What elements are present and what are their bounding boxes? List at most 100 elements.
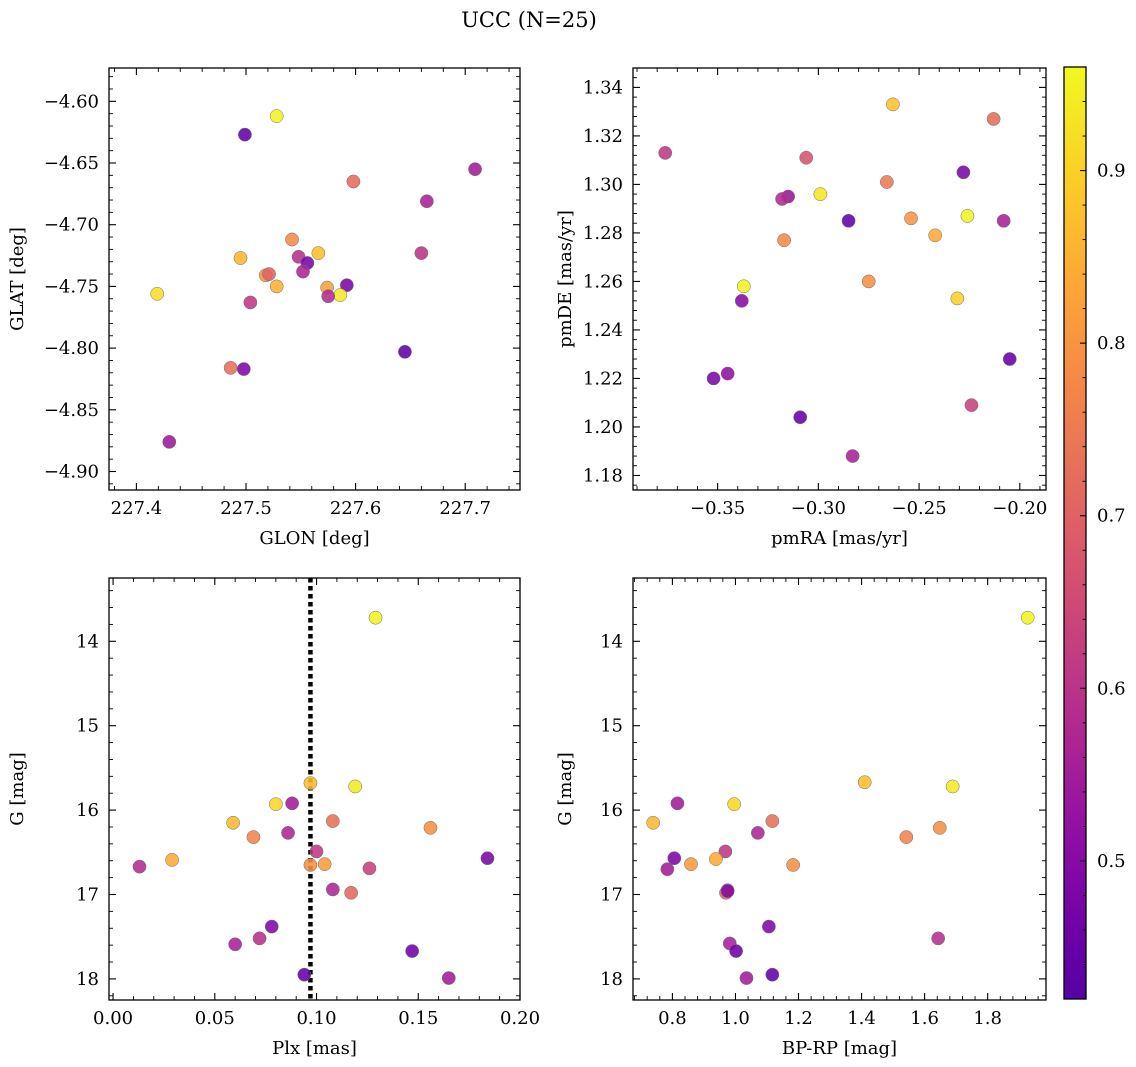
data-point	[252, 931, 267, 946]
data-point	[670, 796, 685, 811]
colorbar-tick-label: 0.9	[1097, 161, 1126, 182]
x-tick-label: 1.4	[847, 1008, 876, 1029]
data-point	[899, 830, 914, 844]
data-point	[996, 213, 1011, 228]
data-point	[857, 775, 872, 790]
data-point	[706, 371, 721, 386]
y-tick-label: 15	[600, 716, 623, 737]
y-tick-label: −4.75	[44, 276, 99, 297]
y-tick-label: −4.60	[44, 91, 99, 112]
y-axis-label: G [mag]	[7, 752, 28, 825]
data-point	[950, 291, 965, 306]
y-tick-label: 1.24	[583, 320, 623, 341]
data-point	[285, 796, 299, 811]
data-point	[660, 862, 675, 877]
data-point	[243, 295, 258, 310]
x-tick-label: 1.0	[721, 1008, 750, 1029]
y-tick-label: 1.26	[583, 271, 623, 292]
data-point	[297, 967, 312, 982]
data-point	[813, 187, 828, 201]
y-tick-label: −4.65	[44, 153, 99, 174]
y-tick-label: 16	[76, 800, 99, 821]
data-point	[223, 360, 238, 375]
data-point	[303, 776, 318, 790]
data-point	[734, 293, 749, 308]
data-point	[236, 362, 251, 376]
data-point	[262, 267, 276, 281]
data-point	[238, 127, 252, 142]
y-axis-label: GLAT [deg]	[7, 227, 28, 331]
plot-frame	[108, 577, 521, 1001]
data-point	[718, 844, 733, 859]
panel-glon-glat: 227.4 227.5 227.6 227.7 −4.90 −4.85 −4.80 −4.75…	[7, 67, 521, 549]
y-tick-label: 15	[76, 716, 99, 737]
data-point	[269, 109, 284, 123]
data-point	[799, 150, 814, 165]
data-point	[348, 779, 363, 794]
data-point	[886, 97, 900, 112]
x-tick-label: 0.05	[195, 1008, 235, 1029]
data-point	[945, 779, 960, 794]
data-point	[228, 937, 242, 952]
data-point	[727, 797, 742, 812]
data-point	[786, 858, 801, 872]
data-point	[162, 435, 177, 449]
y-tick-label: 18	[76, 969, 99, 990]
data-point	[667, 851, 682, 866]
y-tick-label: 1.28	[583, 223, 623, 244]
y-tick-label: 1.30	[583, 174, 623, 195]
data-point	[729, 944, 743, 958]
colorbar-tick-label: 0.6	[1097, 678, 1126, 699]
data-point	[750, 826, 765, 840]
data-point	[339, 278, 354, 293]
data-point	[269, 279, 284, 294]
data-point	[325, 814, 340, 828]
x-axis-label: BP-RP [mag]	[782, 1038, 897, 1059]
y-tick-label: 18	[600, 969, 623, 990]
data-point	[226, 815, 240, 830]
y-tick-label: −4.85	[44, 400, 99, 421]
y-tick-label: 1.18	[583, 465, 623, 486]
data-point	[333, 288, 348, 302]
data-point	[480, 851, 495, 866]
x-tick-label: 227.5	[220, 498, 272, 519]
panel-pmra-pmde: −0.35 −0.30 −0.25 −0.20 1.18 1.20 1.22 1.24 1.26…	[555, 67, 1047, 549]
colorbar: 0.5 0.6 0.7 0.8 0.9	[1063, 66, 1126, 1000]
colorbar-gradient	[1063, 66, 1087, 1000]
data-point	[932, 820, 947, 835]
data-point	[684, 857, 698, 871]
y-tick-label: 1.32	[583, 126, 623, 147]
x-tick-label: 227.7	[439, 498, 491, 519]
data-point	[317, 857, 332, 871]
y-axis-label: G [mag]	[555, 752, 576, 825]
data-point	[964, 398, 979, 412]
x-tick-label: 0.10	[296, 1008, 336, 1029]
data-point	[793, 410, 808, 425]
x-tick-label: 0.00	[93, 1008, 133, 1029]
plot-frame	[108, 67, 521, 491]
y-tick-label: 17	[76, 885, 99, 906]
y-tick-label: 16	[600, 800, 623, 821]
data-point	[285, 232, 299, 247]
data-point	[904, 211, 918, 226]
data-point	[841, 213, 856, 228]
data-point	[423, 820, 438, 835]
x-tick-label: 1.6	[910, 1008, 939, 1029]
plot-frame	[632, 67, 1047, 491]
data-point	[368, 610, 383, 625]
data-point	[762, 919, 776, 934]
y-tick-label: 17	[600, 885, 623, 906]
data-point	[468, 162, 482, 177]
data-point	[311, 246, 326, 260]
y-tick-label: −4.80	[44, 338, 99, 359]
data-point	[132, 859, 147, 874]
data-point	[321, 289, 336, 304]
data-point	[986, 112, 1001, 126]
data-point	[325, 882, 340, 897]
data-point	[931, 931, 946, 946]
y-tick-label: 1.34	[583, 77, 623, 98]
data-point	[709, 852, 723, 866]
data-point	[720, 366, 735, 381]
data-point	[303, 858, 318, 872]
